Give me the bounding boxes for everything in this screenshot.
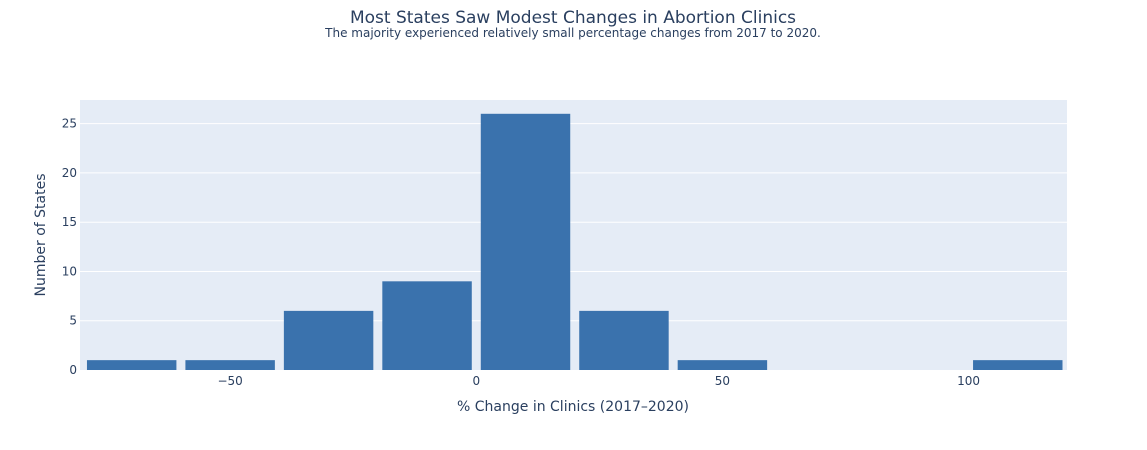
x-axis-title: % Change in Clinics (2017–2020) <box>457 399 689 415</box>
y-axis-title: Number of States <box>33 174 49 297</box>
x-tick-label: 0 <box>472 374 480 388</box>
histogram-bar <box>86 360 177 370</box>
plot-area <box>80 100 1067 370</box>
chart-subtitle: The majority experienced relatively smal… <box>324 26 821 40</box>
histogram-bar <box>283 310 374 370</box>
x-tick-label: −50 <box>217 374 242 388</box>
chart-title: Most States Saw Modest Changes in Aborti… <box>350 8 796 28</box>
x-tick-label: 50 <box>715 374 730 388</box>
y-axis-ticks: 0 5 10 15 20 25 <box>62 117 77 377</box>
histogram-bar <box>480 113 571 370</box>
x-tick-label: 100 <box>957 374 980 388</box>
y-tick-label: 0 <box>69 363 77 377</box>
histogram-bar <box>973 360 1063 370</box>
gridlines <box>80 123 1067 322</box>
histogram-bar <box>579 310 669 370</box>
y-tick-label: 20 <box>62 166 77 180</box>
y-tick-label: 5 <box>69 314 77 328</box>
histogram-bar <box>382 281 472 370</box>
bars <box>86 113 1063 370</box>
histogram-bar <box>185 360 275 370</box>
x-axis-ticks: −50 0 50 100 <box>217 374 980 388</box>
y-tick-label: 15 <box>62 215 77 229</box>
histogram-bar <box>677 360 768 370</box>
y-tick-label: 25 <box>62 117 77 131</box>
y-tick-label: 10 <box>62 264 77 278</box>
